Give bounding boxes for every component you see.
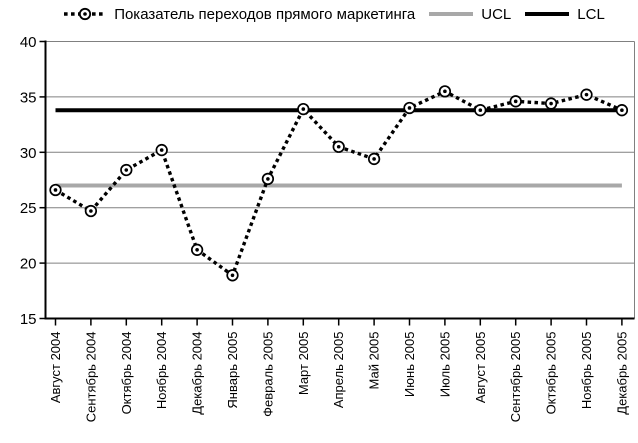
x-tick-label: Ноябрь 2004 [154,332,169,410]
data-point-dot [620,108,624,112]
data-point-dot [266,177,270,181]
data-point-dot [443,89,447,94]
legend-ucl-label: UCL [481,5,512,23]
lcl-line-swatch-icon [525,12,570,16]
data-point-dot [513,99,518,104]
x-tick-label: Сентябрь 2004 [83,332,98,423]
y-tick-label: 25 [20,200,37,217]
x-tick-label: Ноябрь 2005 [579,332,594,410]
y-tick-label: 35 [20,89,37,106]
x-tick-label: Апрель 2005 [331,332,346,409]
data-point-dot [584,92,589,97]
data-point-dot [53,188,58,192]
legend: Показатель переходов прямого маркетинга … [0,1,638,27]
x-tick-label: Март 2005 [296,332,311,396]
data-point-dot [372,157,376,161]
series-line [54,89,623,278]
data-point-dot [336,144,341,149]
ucl-line-swatch-icon [429,12,474,16]
x-tick-label: Июнь 2005 [402,332,417,398]
x-tick-label: Октябрь 2005 [544,332,559,415]
data-point-dot [230,273,235,278]
x-tick-label: Декабрь 2004 [190,332,205,415]
x-tick-label: Август 2005 [473,332,488,404]
x-tick-label: Октябрь 2004 [119,332,134,415]
data-point-dot [195,248,199,252]
legend-item-lcl: LCL [524,6,605,23]
x-tick-label: Февраль 2005 [260,332,275,417]
data-point-dot [478,108,483,112]
y-tick-label: 15 [20,311,37,328]
legend-series-label: Показатель переходов прямого маркетинга [114,5,416,23]
data-point-dot [549,101,553,106]
x-tick-label: Август 2004 [48,332,63,404]
data-point-dot [89,209,93,213]
legend-item-ucl: UCL [428,6,511,23]
y-tick-label: 40 [20,34,37,51]
x-tick-label: Сентябрь 2005 [508,332,523,423]
data-point-dot [301,107,306,111]
x-tick-label: Декабрь 2005 [614,332,629,415]
y-tick-label: 20 [20,256,37,273]
legend-lcl-label: LCL [577,5,605,23]
x-tick-label: Январь 2005 [225,332,240,409]
y-tick-label: 30 [20,145,37,162]
legend-item-series: Показатель переходов прямого маркетинга [63,6,415,23]
x-tick-label: Май 2005 [367,332,382,390]
x-tick-label: Июль 2005 [437,332,452,398]
data-point-dot [407,106,412,110]
dotted-series-swatch-icon [64,7,107,21]
data-point-dot [159,148,164,152]
data-point-dot [124,168,129,172]
